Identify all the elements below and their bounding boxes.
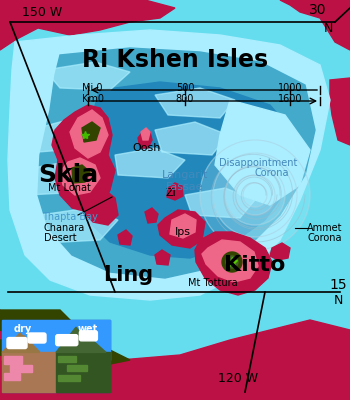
Text: Oosh: Oosh bbox=[132, 143, 160, 153]
Text: Thapta Bay: Thapta Bay bbox=[42, 212, 98, 222]
Bar bbox=[4, 373, 20, 380]
Text: Ammet: Ammet bbox=[307, 223, 343, 233]
Polygon shape bbox=[215, 100, 310, 205]
Text: dry: dry bbox=[14, 324, 32, 334]
Polygon shape bbox=[72, 165, 90, 183]
Circle shape bbox=[222, 252, 242, 272]
Polygon shape bbox=[2, 333, 38, 352]
Text: Skia: Skia bbox=[38, 163, 98, 187]
Text: 150 W: 150 W bbox=[22, 6, 62, 18]
Polygon shape bbox=[38, 48, 315, 278]
Text: wet: wet bbox=[78, 324, 98, 334]
Bar bbox=[2, 320, 110, 392]
Polygon shape bbox=[202, 240, 258, 282]
Polygon shape bbox=[155, 88, 235, 118]
Text: Mi 0: Mi 0 bbox=[82, 83, 103, 93]
Polygon shape bbox=[10, 336, 40, 352]
Polygon shape bbox=[170, 214, 196, 238]
Polygon shape bbox=[280, 0, 350, 50]
Polygon shape bbox=[185, 188, 255, 218]
Circle shape bbox=[200, 140, 310, 250]
Polygon shape bbox=[167, 183, 183, 200]
Polygon shape bbox=[60, 158, 100, 195]
Text: 15: 15 bbox=[329, 278, 347, 292]
Polygon shape bbox=[40, 208, 118, 243]
Text: Langarit: Langarit bbox=[162, 170, 208, 180]
Text: Ips: Ips bbox=[175, 227, 191, 237]
Text: Zi: Zi bbox=[165, 188, 176, 198]
Text: 1000: 1000 bbox=[278, 83, 302, 93]
Text: Ri Kshen Isles: Ri Kshen Isles bbox=[82, 48, 268, 72]
Polygon shape bbox=[0, 0, 175, 50]
Polygon shape bbox=[0, 310, 80, 350]
Bar bbox=[4, 356, 22, 364]
Polygon shape bbox=[0, 310, 350, 400]
Text: 120 W: 120 W bbox=[218, 372, 258, 384]
Text: Ling: Ling bbox=[103, 265, 153, 285]
Polygon shape bbox=[155, 122, 228, 155]
Text: N: N bbox=[333, 294, 343, 306]
Polygon shape bbox=[71, 334, 106, 352]
Polygon shape bbox=[158, 210, 205, 248]
Polygon shape bbox=[82, 122, 100, 142]
Text: Mt Lonat: Mt Lonat bbox=[48, 183, 91, 193]
Polygon shape bbox=[8, 30, 330, 300]
Text: N: N bbox=[323, 22, 333, 34]
Text: 30: 30 bbox=[309, 3, 327, 17]
Bar bbox=[2, 320, 110, 360]
Text: Mt Tottura: Mt Tottura bbox=[188, 278, 238, 288]
Polygon shape bbox=[0, 340, 130, 370]
Bar bbox=[10, 365, 32, 372]
Polygon shape bbox=[270, 243, 290, 260]
Polygon shape bbox=[330, 78, 350, 145]
Polygon shape bbox=[118, 230, 132, 245]
Polygon shape bbox=[70, 110, 108, 158]
Polygon shape bbox=[56, 327, 96, 352]
Text: Corona: Corona bbox=[307, 233, 342, 243]
Bar bbox=[58, 375, 80, 381]
Text: Km0: Km0 bbox=[82, 94, 104, 104]
Text: 800: 800 bbox=[176, 94, 194, 104]
Text: 1600: 1600 bbox=[278, 94, 302, 104]
FancyBboxPatch shape bbox=[28, 333, 46, 343]
Bar bbox=[2, 352, 56, 392]
FancyBboxPatch shape bbox=[7, 338, 27, 348]
Bar bbox=[67, 365, 87, 371]
Polygon shape bbox=[141, 128, 150, 140]
Text: Fassae: Fassae bbox=[166, 182, 204, 192]
Polygon shape bbox=[78, 82, 300, 258]
Text: Chanara: Chanara bbox=[44, 223, 85, 233]
Text: 500: 500 bbox=[176, 83, 194, 93]
Polygon shape bbox=[84, 190, 118, 225]
Text: Desert: Desert bbox=[44, 233, 77, 243]
FancyBboxPatch shape bbox=[79, 331, 97, 341]
Text: Disappointment: Disappointment bbox=[219, 158, 297, 168]
Polygon shape bbox=[115, 148, 185, 178]
Circle shape bbox=[213, 153, 297, 237]
Polygon shape bbox=[145, 208, 158, 223]
Text: Kitto: Kitto bbox=[224, 255, 286, 275]
Polygon shape bbox=[45, 62, 130, 90]
Bar bbox=[56, 352, 110, 392]
Circle shape bbox=[235, 175, 275, 215]
Polygon shape bbox=[30, 118, 105, 152]
Polygon shape bbox=[195, 232, 272, 295]
FancyBboxPatch shape bbox=[56, 335, 78, 346]
Circle shape bbox=[243, 183, 267, 207]
Circle shape bbox=[225, 165, 285, 225]
Polygon shape bbox=[52, 105, 115, 212]
Polygon shape bbox=[138, 130, 152, 148]
Text: Corona: Corona bbox=[255, 168, 289, 178]
Circle shape bbox=[226, 256, 238, 268]
Polygon shape bbox=[22, 162, 100, 195]
Polygon shape bbox=[155, 250, 170, 265]
Bar bbox=[58, 356, 76, 362]
